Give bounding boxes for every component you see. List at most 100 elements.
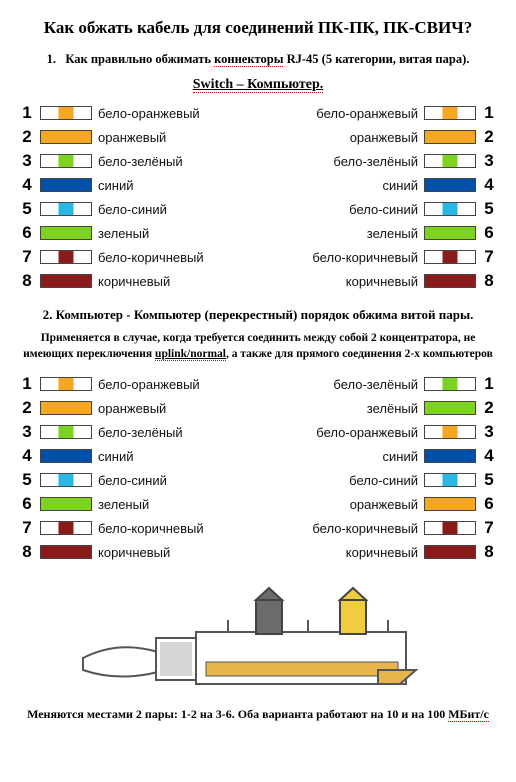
pin-number: 8 bbox=[482, 271, 496, 291]
color-swatch bbox=[424, 521, 476, 535]
pin-number: 7 bbox=[20, 247, 34, 267]
color-label: бело-зелёный bbox=[98, 154, 183, 169]
pin-row: 5 бело-синий bbox=[20, 468, 249, 492]
subtitle-2: Switch – Компьютер. bbox=[12, 77, 504, 93]
straight-table: 1бело-оранжевый2оранжевый3бело-зелёный4с… bbox=[20, 101, 496, 293]
pin-number: 1 bbox=[482, 374, 496, 394]
color-swatch bbox=[40, 154, 92, 168]
pin-row: синий 4 bbox=[267, 173, 496, 197]
pin-row: бело-оранжевый3 bbox=[267, 420, 496, 444]
color-swatch bbox=[424, 545, 476, 559]
color-label: бело-коричневый bbox=[98, 250, 204, 265]
pin-number: 6 bbox=[20, 223, 34, 243]
pin-number: 3 bbox=[20, 422, 34, 442]
color-label: зеленый bbox=[98, 497, 149, 512]
pin-number: 2 bbox=[20, 127, 34, 147]
pin-row: 3 бело-зелёный bbox=[20, 149, 249, 173]
crossover-note: Применяется в случае, когда требуется со… bbox=[18, 331, 498, 362]
pin-number: 6 bbox=[482, 494, 496, 514]
pin-row: 5 бело-синий bbox=[20, 197, 249, 221]
pin-number: 1 bbox=[20, 374, 34, 394]
pin-number: 3 bbox=[20, 151, 34, 171]
pin-row: оранжевый 6 bbox=[267, 492, 496, 516]
pin-number: 1 bbox=[482, 103, 496, 123]
pin-number: 4 bbox=[482, 446, 496, 466]
color-label: синий bbox=[383, 178, 418, 193]
color-label: коричневый bbox=[98, 274, 170, 289]
color-label: коричневый bbox=[346, 274, 418, 289]
color-label: бело-оранжевый bbox=[316, 106, 418, 121]
color-swatch bbox=[40, 202, 92, 216]
color-label: бело-синий bbox=[98, 473, 167, 488]
color-swatch bbox=[424, 154, 476, 168]
pin-number: 7 bbox=[482, 247, 496, 267]
color-swatch bbox=[40, 401, 92, 415]
cross-left-col: 1бело-оранжевый2оранжевый3бело-зелёный4с… bbox=[20, 372, 249, 564]
color-swatch bbox=[40, 545, 92, 559]
pin-number: 7 bbox=[482, 518, 496, 538]
pin-row: бело-синий5 bbox=[267, 197, 496, 221]
color-swatch bbox=[40, 425, 92, 439]
color-label: оранжевый bbox=[98, 130, 166, 145]
color-swatch bbox=[424, 106, 476, 120]
pin-number: 4 bbox=[482, 175, 496, 195]
pin-row: коричневый8 bbox=[267, 540, 496, 564]
pin-number: 4 bbox=[20, 446, 34, 466]
pin-row: бело-зелёный 1 bbox=[267, 372, 496, 396]
pin-row: 3бело-зелёный bbox=[20, 420, 249, 444]
straight-right-col: бело-оранжевый1оранжевый2бело-зелёный3си… bbox=[267, 101, 496, 293]
subtitle-1: 1. Как правильно обжимать коннекторы RJ-… bbox=[12, 52, 504, 67]
color-swatch bbox=[40, 250, 92, 264]
color-swatch bbox=[424, 202, 476, 216]
color-label: бело-оранжевый bbox=[316, 425, 418, 440]
pin-row: оранжевый2 bbox=[267, 125, 496, 149]
pin-row: 4 синий bbox=[20, 173, 249, 197]
pin-row: 4 синий bbox=[20, 444, 249, 468]
color-label: оранжевый bbox=[350, 497, 418, 512]
pin-row: 8коричневый bbox=[20, 269, 249, 293]
cross-right-col: бело-зелёный1зелёный2бело-оранжевый3сини… bbox=[267, 372, 496, 564]
page-title: Как обжать кабель для соединений ПК-ПК, … bbox=[12, 18, 504, 38]
pin-number: 5 bbox=[482, 199, 496, 219]
sub2-underline: Switch – Компьютер. bbox=[193, 77, 324, 93]
pin-number: 1 bbox=[20, 103, 34, 123]
color-swatch bbox=[424, 449, 476, 463]
sub1-underline: коннекторы bbox=[214, 52, 283, 67]
pin-number: 5 bbox=[20, 470, 34, 490]
color-swatch bbox=[40, 226, 92, 240]
color-label: зеленый bbox=[98, 226, 149, 241]
color-label: бело-зелёный bbox=[333, 377, 418, 392]
color-label: оранжевый bbox=[350, 130, 418, 145]
pin-number: 7 bbox=[20, 518, 34, 538]
pin-number: 4 bbox=[20, 175, 34, 195]
color-label: бело-синий bbox=[98, 202, 167, 217]
color-label: бело-зелёный bbox=[333, 154, 418, 169]
color-label: синий bbox=[98, 178, 133, 193]
pin-row: 7 бело-коричневый bbox=[20, 245, 249, 269]
pin-number: 2 bbox=[20, 398, 34, 418]
note-b: , а также для прямого соединения 2-х ком… bbox=[226, 348, 493, 360]
color-swatch bbox=[424, 497, 476, 511]
footer-a: Меняются местами 2 пары: 1-2 на 3-6. Оба… bbox=[27, 707, 448, 721]
color-swatch bbox=[40, 130, 92, 144]
pin-number: 5 bbox=[482, 470, 496, 490]
pin-number: 8 bbox=[482, 542, 496, 562]
color-label: синий bbox=[98, 449, 133, 464]
color-label: оранжевый bbox=[98, 401, 166, 416]
connector-diagram bbox=[12, 580, 504, 695]
color-swatch bbox=[424, 178, 476, 192]
sub1-num: 1. bbox=[47, 52, 56, 66]
color-swatch bbox=[40, 377, 92, 391]
straight-left-col: 1бело-оранжевый2оранжевый3бело-зелёный4с… bbox=[20, 101, 249, 293]
color-swatch bbox=[424, 425, 476, 439]
color-swatch bbox=[424, 130, 476, 144]
color-label: бело-синий bbox=[349, 473, 418, 488]
color-swatch bbox=[424, 226, 476, 240]
sub1-text-b: RJ-45 (5 категории, витая пара). bbox=[283, 52, 469, 66]
color-swatch bbox=[424, 274, 476, 288]
pin-number: 5 bbox=[20, 199, 34, 219]
color-swatch bbox=[40, 106, 92, 120]
color-label: коричневый bbox=[98, 545, 170, 560]
footer-note: Меняются местами 2 пары: 1-2 на 3-6. Оба… bbox=[12, 707, 504, 722]
color-swatch bbox=[424, 473, 476, 487]
